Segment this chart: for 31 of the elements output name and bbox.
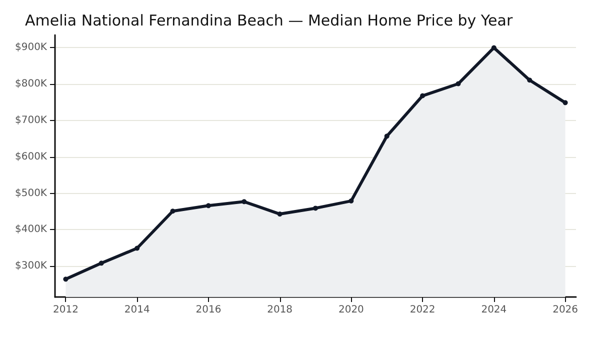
x-tick-label: 2026 bbox=[552, 304, 578, 316]
point bbox=[98, 260, 104, 266]
point bbox=[277, 212, 282, 217]
point bbox=[63, 276, 68, 282]
point bbox=[491, 45, 496, 50]
point bbox=[420, 93, 426, 98]
point bbox=[562, 100, 568, 106]
x-tick-label: 2022 bbox=[410, 304, 436, 316]
point bbox=[242, 199, 247, 204]
chart-title: Amelia National Fernandina Beach — Median Home Price by Year bbox=[25, 12, 514, 30]
point bbox=[134, 246, 140, 251]
y-tick-label: $900K bbox=[14, 42, 48, 54]
point bbox=[456, 81, 461, 86]
point bbox=[313, 206, 318, 211]
x-tick-label: 2018 bbox=[267, 304, 293, 316]
y-tick-label: $600K bbox=[14, 151, 48, 162]
x-tick-label: 2014 bbox=[124, 304, 150, 316]
point bbox=[348, 198, 354, 204]
y-tick-label: $800K bbox=[14, 78, 48, 90]
x-tick-label: 2012 bbox=[52, 304, 78, 316]
x-tick-label: 2020 bbox=[338, 304, 364, 316]
point bbox=[384, 134, 390, 139]
x-tick-label: 2016 bbox=[196, 304, 222, 316]
y-tick-label: $700K bbox=[14, 115, 48, 126]
y-tick-label: $400K bbox=[14, 224, 48, 236]
point bbox=[527, 78, 532, 83]
y-tick-label: $500K bbox=[14, 188, 48, 199]
point bbox=[170, 208, 176, 214]
point bbox=[206, 203, 211, 208]
x-tick-label: 2024 bbox=[481, 304, 507, 316]
y-tick-label: $300K bbox=[14, 260, 48, 272]
